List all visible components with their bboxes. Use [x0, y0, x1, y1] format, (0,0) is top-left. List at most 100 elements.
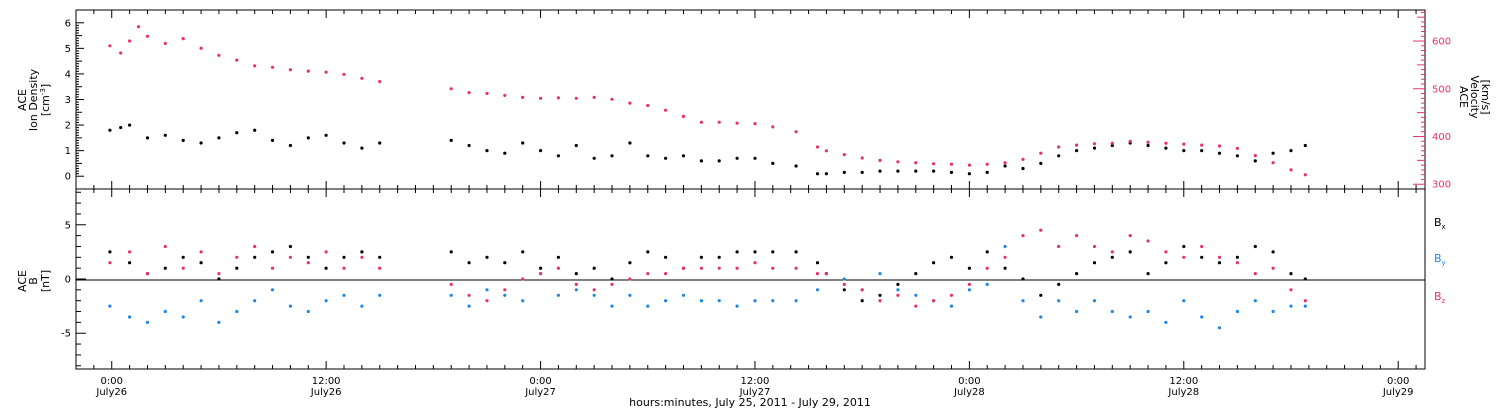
velocity-series-point [199, 46, 203, 50]
bx-series-point [1289, 272, 1293, 276]
ion-density-series-point [270, 138, 275, 142]
x-tick-label-time: 12:00 [312, 376, 341, 387]
bz-series-point [753, 261, 757, 265]
ion-density-series-point [288, 143, 292, 148]
bz-series-point [985, 266, 989, 270]
by-series-point [1057, 299, 1061, 303]
bx-series-point [128, 261, 132, 265]
by-series-point [199, 299, 203, 303]
bx-series-point [485, 255, 489, 259]
velocity-series-point [119, 51, 123, 55]
bx-series-point [610, 277, 614, 281]
ion-density-series-point [108, 128, 112, 132]
bx-series-point [253, 255, 257, 259]
y-tick-label-left: 6 [65, 18, 71, 29]
bx-series-point [1110, 255, 1114, 259]
by-series-point [967, 288, 972, 292]
ion-density-series-point [1057, 154, 1061, 158]
y-tick-label-left: 3 [65, 95, 71, 106]
bx-series-point [1092, 261, 1097, 265]
ion-density-series-point [878, 169, 882, 173]
velocity-series-point [288, 68, 292, 72]
bx-series-point [163, 266, 167, 270]
by-series-point [592, 293, 596, 297]
bz-series-point [1075, 234, 1079, 238]
top-left-axis-label-line3: [cm-3] [39, 84, 52, 116]
legend-bx-sub: x [1442, 223, 1446, 231]
bx-series [108, 244, 1307, 303]
bx-series-point [342, 255, 346, 259]
velocity-series-point [360, 76, 364, 80]
legend-by-main: B [1434, 252, 1442, 265]
bz-series-point [1092, 244, 1097, 249]
bz-series-point [967, 282, 972, 286]
bz-series-point [1110, 250, 1114, 254]
velocity-series-point [503, 93, 507, 97]
velocity-series-point [753, 122, 757, 126]
bz-series-point [235, 255, 239, 259]
bx-series-point [1235, 255, 1239, 259]
by-series-point [735, 304, 739, 308]
bz-series-point [842, 282, 846, 286]
ion-density-series-point [824, 172, 829, 176]
by-series-point [521, 299, 525, 303]
velocity-series-point [681, 114, 686, 118]
velocity-series-point [592, 95, 596, 99]
y-tick-label-bottom: -5 [61, 329, 71, 340]
bx-series-point [235, 266, 239, 270]
ion-density-series-point [199, 141, 203, 145]
velocity-series-point [235, 58, 239, 62]
ion-density-series-point [717, 159, 721, 163]
by-series-point [163, 309, 167, 314]
by-series-point [717, 299, 721, 303]
bz-series-point [342, 266, 346, 270]
bx-series-point [896, 282, 900, 286]
velocity-series-point [539, 96, 543, 100]
bx-series-point [270, 250, 275, 254]
bz-series-point [1057, 244, 1061, 249]
bx-series-point [699, 255, 704, 259]
ion-density-series-point [842, 170, 846, 174]
by-series-point [1200, 315, 1204, 319]
top-right-axis-label: ACE Velocity [km/s] [1457, 75, 1492, 119]
by-series-point [610, 304, 614, 308]
by-series-point [485, 288, 489, 292]
x-tick-label-date: July27 [524, 387, 556, 398]
bx-series-point [539, 266, 543, 270]
by-series-point [1289, 304, 1293, 308]
bottom-left-axis-label-line3: [nT] [39, 270, 52, 292]
velocity-series-point [824, 149, 829, 153]
velocity-series-point [181, 37, 185, 41]
by-series-point [217, 320, 221, 324]
bx-series-point [449, 250, 453, 254]
velocity-series-point [521, 95, 525, 99]
bx-series-point [646, 250, 650, 254]
by-series-point [181, 315, 185, 319]
velocity-series-point [878, 158, 882, 162]
ion-density-series-point [119, 126, 123, 130]
bx-series-point [664, 255, 668, 259]
bz-series-point [163, 244, 167, 249]
axis-ticks: 0:00July2612:00July260:00July2712:00July… [61, 10, 1451, 398]
ion-density-series-point [556, 154, 561, 158]
velocity-series-point [574, 96, 578, 100]
by-series-point [503, 293, 507, 297]
bx-series-point [735, 250, 739, 254]
velocity-series-point [646, 103, 650, 108]
bz-series-point [288, 255, 292, 259]
bz-series-point [664, 272, 668, 276]
velocity-series-point [1271, 161, 1275, 165]
ion-density-series-point [1271, 151, 1275, 155]
ion-density-series-point [628, 141, 632, 145]
by-series-point [574, 288, 578, 292]
bz-series-point [1182, 255, 1186, 259]
bz-series-point [932, 299, 936, 303]
by-series-point [1003, 244, 1007, 249]
y-tick-label-bottom: 0 [65, 275, 71, 286]
bz-series-point [794, 266, 798, 270]
velocity-series-point [467, 91, 471, 95]
velocity-series-point [1289, 168, 1293, 172]
velocity-series-point [1003, 161, 1007, 165]
top-right-axis-label-line1: ACE [1457, 86, 1470, 108]
bz-series-point [646, 272, 650, 276]
